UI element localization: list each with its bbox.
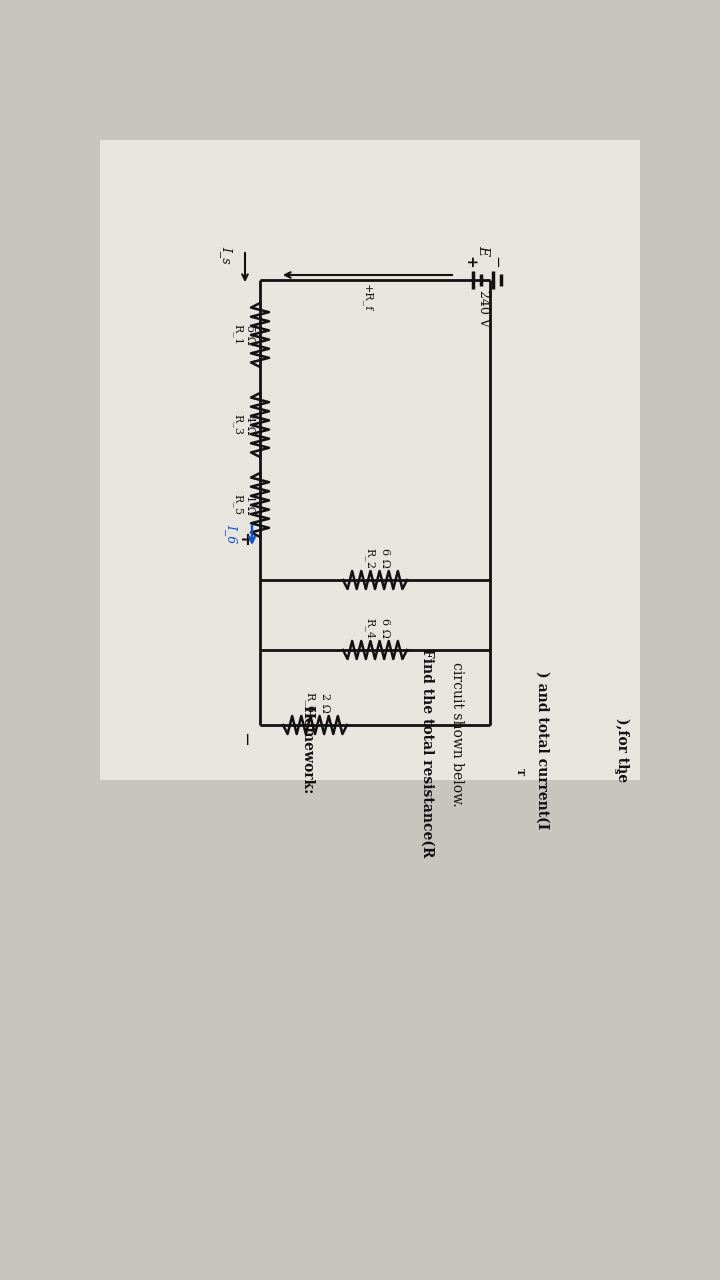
Text: T: T [515,768,524,776]
Text: Find the total resistance(R: Find the total resistance(R [420,643,434,858]
Text: R_5: R_5 [233,494,243,516]
Text: Homework:: Homework: [300,705,314,795]
Text: 240 V: 240 V [477,289,490,326]
Text: +: + [462,256,476,269]
Text: R_2: R_2 [364,548,375,568]
Text: ) and total current(I: ) and total current(I [535,671,549,829]
Text: s: s [612,768,621,773]
Text: 1 Ω: 1 Ω [245,495,255,515]
Text: −: − [235,732,253,748]
Text: R_1: R_1 [233,325,243,346]
Text: 5 Ω: 5 Ω [245,325,255,344]
Text: 2 Ω: 2 Ω [320,692,330,713]
Text: −: − [488,256,502,269]
Text: 6 Ω: 6 Ω [380,618,390,637]
Polygon shape [100,140,640,780]
Text: R_6: R_6 [305,692,315,713]
Text: +: + [235,532,253,548]
Text: 6 Ω: 6 Ω [380,548,390,568]
Text: 4 Ω: 4 Ω [245,415,255,435]
Text: I_s: I_s [220,246,233,264]
Text: +R_f: +R_f [362,284,373,312]
Text: R_4: R_4 [364,617,375,639]
Text: circuit shown below.: circuit shown below. [450,662,464,806]
Text: E: E [476,244,490,255]
Text: ),for the: ),for the [615,718,629,782]
Text: R_3: R_3 [233,415,243,435]
Text: I_6: I_6 [225,525,238,544]
